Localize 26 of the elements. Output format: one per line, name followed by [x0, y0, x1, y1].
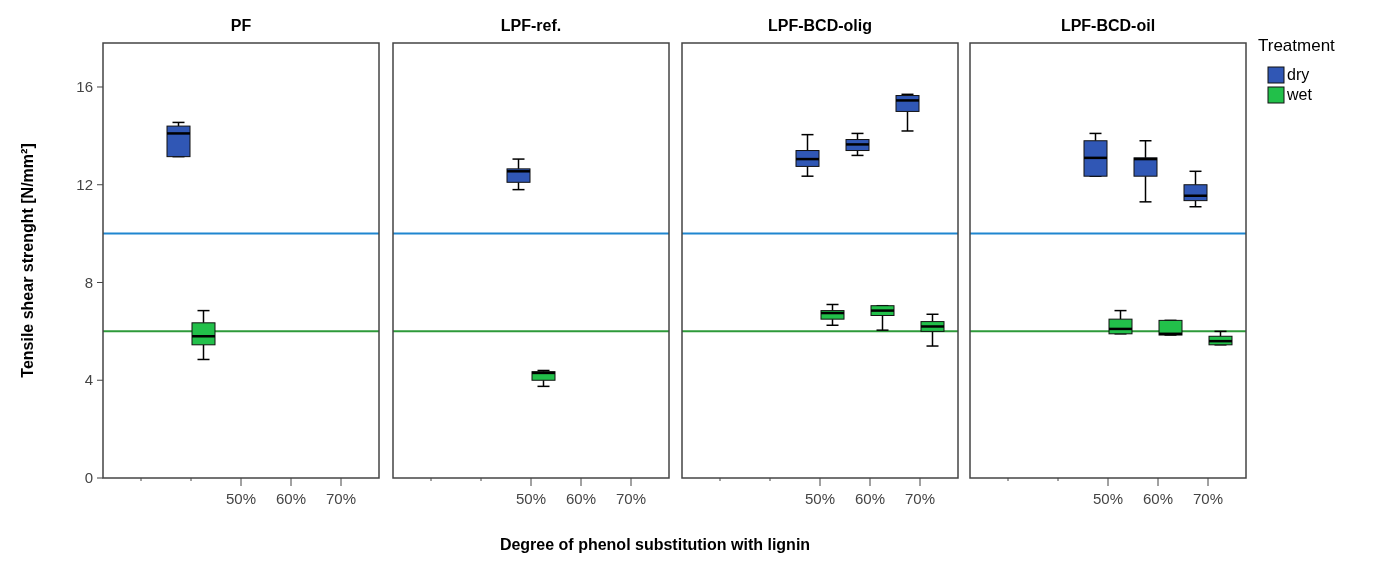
legend-title: Treatment	[1258, 36, 1336, 55]
y-tick-label: 16	[76, 78, 93, 96]
x-tick-label: 70%	[615, 490, 647, 507]
chart-title: LPF-BCD-oil	[1060, 17, 1156, 34]
x-tick-label: 50%	[1092, 490, 1124, 507]
legend-label: dry	[1287, 66, 1310, 83]
chart-title: LPF-BCD-olig	[768, 17, 872, 34]
x-tick-label: 60%	[854, 490, 886, 507]
y-tick-label: 0	[84, 469, 93, 487]
x-tick-label: 50%	[515, 490, 547, 507]
x-tick-label: 70%	[325, 490, 357, 507]
x-axis-title: Degree of phenol substitution with lignin	[499, 536, 811, 553]
x-tick-label: 60%	[1142, 490, 1174, 507]
x-tick-label: 60%	[565, 490, 597, 507]
x-tick-label: 50%	[804, 490, 836, 507]
chart-title: PF	[230, 17, 252, 34]
x-tick-label: 70%	[1192, 490, 1224, 507]
y-axis-title: Tensile shear strenght [N/mm²]	[19, 143, 36, 378]
y-tick-label: 8	[84, 273, 93, 291]
chart-title: LPF-ref.	[500, 17, 562, 34]
x-tick-label: 70%	[904, 490, 936, 507]
x-tick-label: 50%	[225, 490, 257, 507]
legend-label: wet	[1286, 86, 1313, 103]
x-tick-label: 60%	[275, 490, 307, 507]
y-tick-label: 12	[76, 175, 93, 193]
y-tick-label: 4	[84, 371, 93, 389]
